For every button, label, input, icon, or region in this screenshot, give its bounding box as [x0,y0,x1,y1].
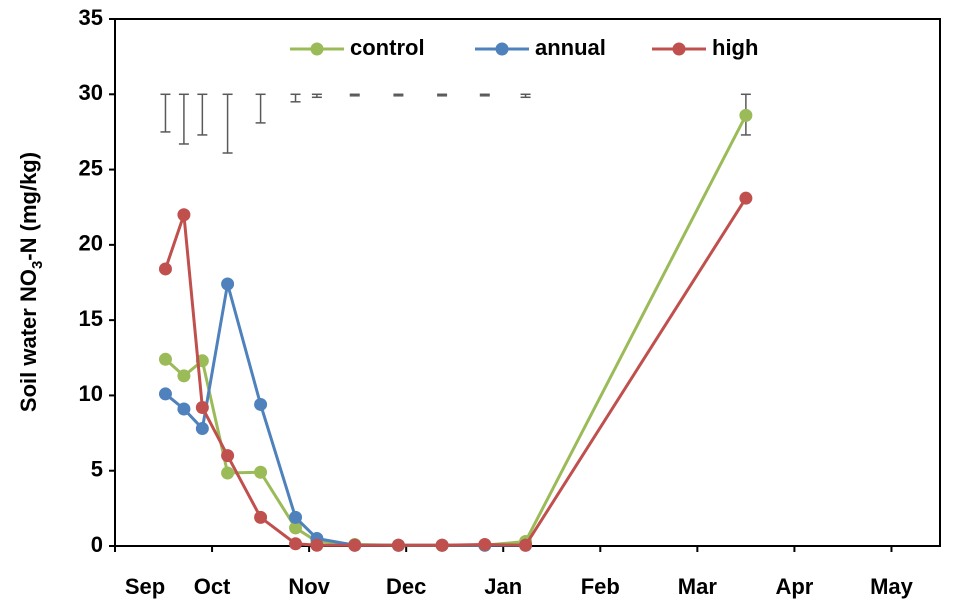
data-point [391,538,405,552]
series-line [164,114,748,547]
legend-marker [495,42,509,56]
y-tick-label: 0 [91,532,103,557]
legend-marker [310,42,324,56]
data-point [348,538,362,552]
error-bar [479,93,490,97]
x-tick-label: Dec [386,574,426,599]
error-bar [255,93,266,124]
y-tick-label: 15 [79,306,103,331]
data-point [739,108,753,122]
y-tick-label: 30 [79,80,103,105]
y-tick-label: 35 [79,5,103,30]
error-bar [437,93,448,97]
legend-label: annual [535,35,606,60]
data-point [519,538,533,552]
x-tick-label: May [870,574,914,599]
error-bar [222,93,233,154]
x-tick-label: Apr [775,574,813,599]
x-tick-label: Jan [484,574,522,599]
series-line [164,283,526,547]
data-point [310,538,324,552]
x-tick-label: Feb [581,574,620,599]
data-point [158,262,172,276]
data-point [177,369,191,383]
x-tick-label: Sep [125,574,165,599]
data-point [254,465,268,479]
error-bar [349,93,360,97]
error-bar [311,93,322,99]
y-label-sub: 3 [29,261,46,269]
data-point [435,538,449,552]
y-label-tail: -N (mg/kg) [16,152,41,261]
error-bar [290,93,301,103]
data-point [739,191,753,205]
x-tick-label: Mar [678,574,718,599]
data-point [195,422,209,436]
y-tick-label: 10 [79,381,103,406]
x-tick-label: Nov [288,574,330,599]
error-bar [393,93,404,97]
data-point [254,397,268,411]
data-point [289,510,303,524]
y-tick-label: 20 [79,231,103,256]
y-label-text: Soil water NO [16,269,41,412]
legend-marker [672,42,686,56]
y-tick-label: 25 [79,155,103,180]
error-bar [160,93,171,133]
x-tick-label: Oct [194,574,231,599]
data-point [289,537,303,551]
data-point [221,449,235,463]
y-axis-label: Soil water NO3-N (mg/kg) [16,152,47,412]
error-bar [197,93,208,136]
data-point [158,352,172,366]
data-point [289,521,303,535]
data-point [254,510,268,524]
data-point [221,466,235,480]
data-point [177,208,191,222]
plot-frame [114,18,941,547]
data-point [177,402,191,416]
error-bar [178,93,189,145]
data-point [478,537,492,551]
data-point [221,277,235,291]
legend-label: high [712,35,758,60]
error-bar [520,93,531,99]
legend-label: control [350,35,425,60]
y-tick-label: 5 [91,457,103,482]
data-point [158,387,172,401]
data-point [195,400,209,414]
